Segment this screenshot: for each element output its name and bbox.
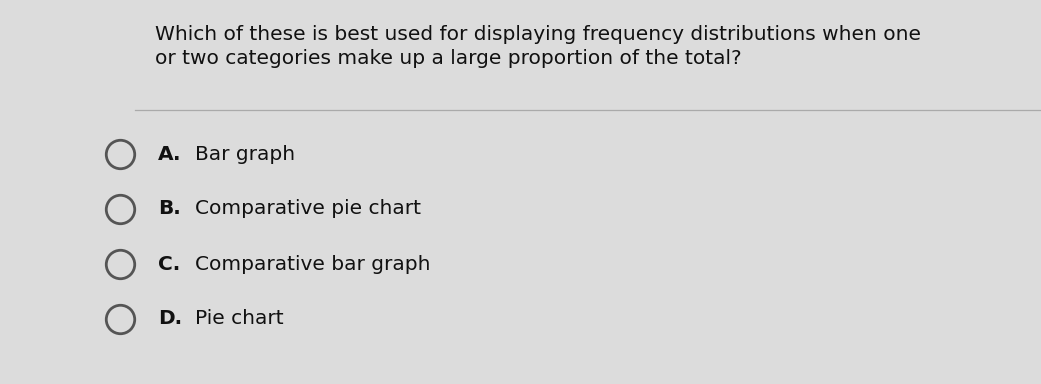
Text: or two categories make up a large proportion of the total?: or two categories make up a large propor… xyxy=(155,49,741,68)
Text: Which of these is best used for displaying frequency distributions when one: Which of these is best used for displayi… xyxy=(155,25,921,44)
Text: Bar graph: Bar graph xyxy=(195,144,296,164)
Text: A.: A. xyxy=(158,144,181,164)
Point xyxy=(111,261,128,267)
Text: D.: D. xyxy=(158,310,182,328)
Text: Pie chart: Pie chart xyxy=(195,310,283,328)
Text: Comparative pie chart: Comparative pie chart xyxy=(195,200,421,218)
Text: B.: B. xyxy=(158,200,181,218)
Point xyxy=(111,316,128,322)
Point xyxy=(111,151,128,157)
Text: Comparative bar graph: Comparative bar graph xyxy=(195,255,431,273)
Text: C.: C. xyxy=(158,255,180,273)
Point xyxy=(111,206,128,212)
